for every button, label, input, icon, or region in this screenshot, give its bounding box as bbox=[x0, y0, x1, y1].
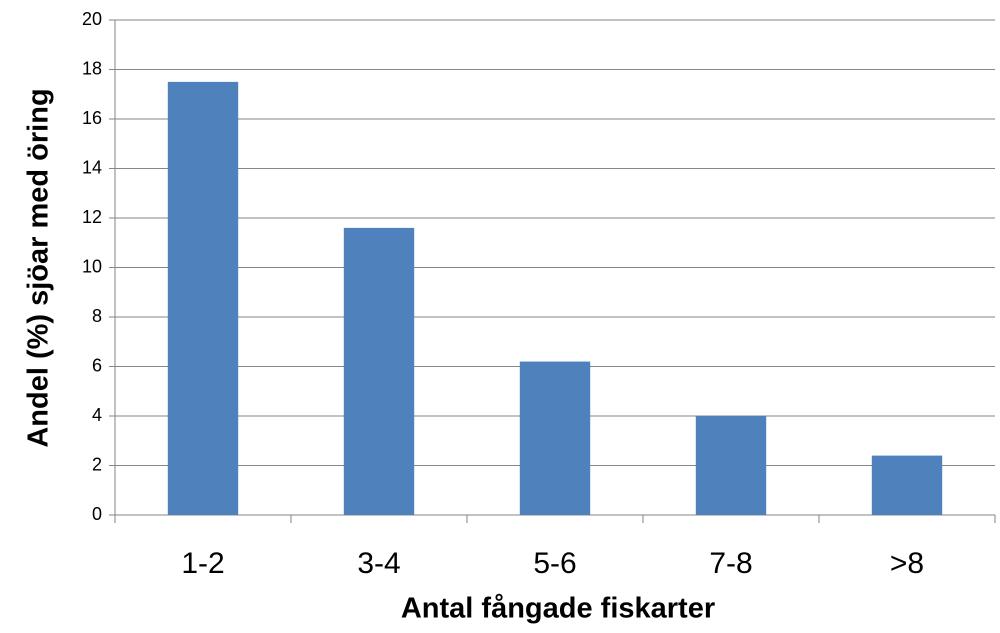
bar bbox=[871, 455, 943, 515]
x-tick-label: 1-2 bbox=[181, 547, 224, 580]
y-tick-label: 14 bbox=[82, 157, 102, 177]
y-tick-label: 4 bbox=[92, 405, 102, 425]
y-axis-title: Andel (%) sjöar med öring bbox=[23, 88, 55, 447]
x-tick-label: 3-4 bbox=[357, 547, 400, 580]
y-tick-label: 10 bbox=[82, 256, 102, 276]
bar bbox=[343, 227, 415, 515]
y-tick-label: 2 bbox=[92, 454, 102, 474]
y-tick-label: 12 bbox=[82, 207, 102, 227]
x-tick-label: >8 bbox=[890, 547, 924, 580]
y-tick-label: 20 bbox=[82, 9, 102, 29]
y-tick-label: 18 bbox=[82, 58, 102, 78]
y-tick-label: 16 bbox=[82, 108, 102, 128]
bar bbox=[167, 81, 239, 515]
bar bbox=[519, 361, 591, 515]
x-tick-label: 5-6 bbox=[533, 547, 576, 580]
bar bbox=[695, 416, 767, 515]
y-tick-label: 8 bbox=[92, 306, 102, 326]
x-axis-title: Antal fångade fiskarter bbox=[401, 593, 715, 625]
x-tick-label: 7-8 bbox=[709, 547, 752, 580]
y-tick-label: 6 bbox=[92, 355, 102, 375]
y-tick-label: 0 bbox=[92, 504, 102, 524]
